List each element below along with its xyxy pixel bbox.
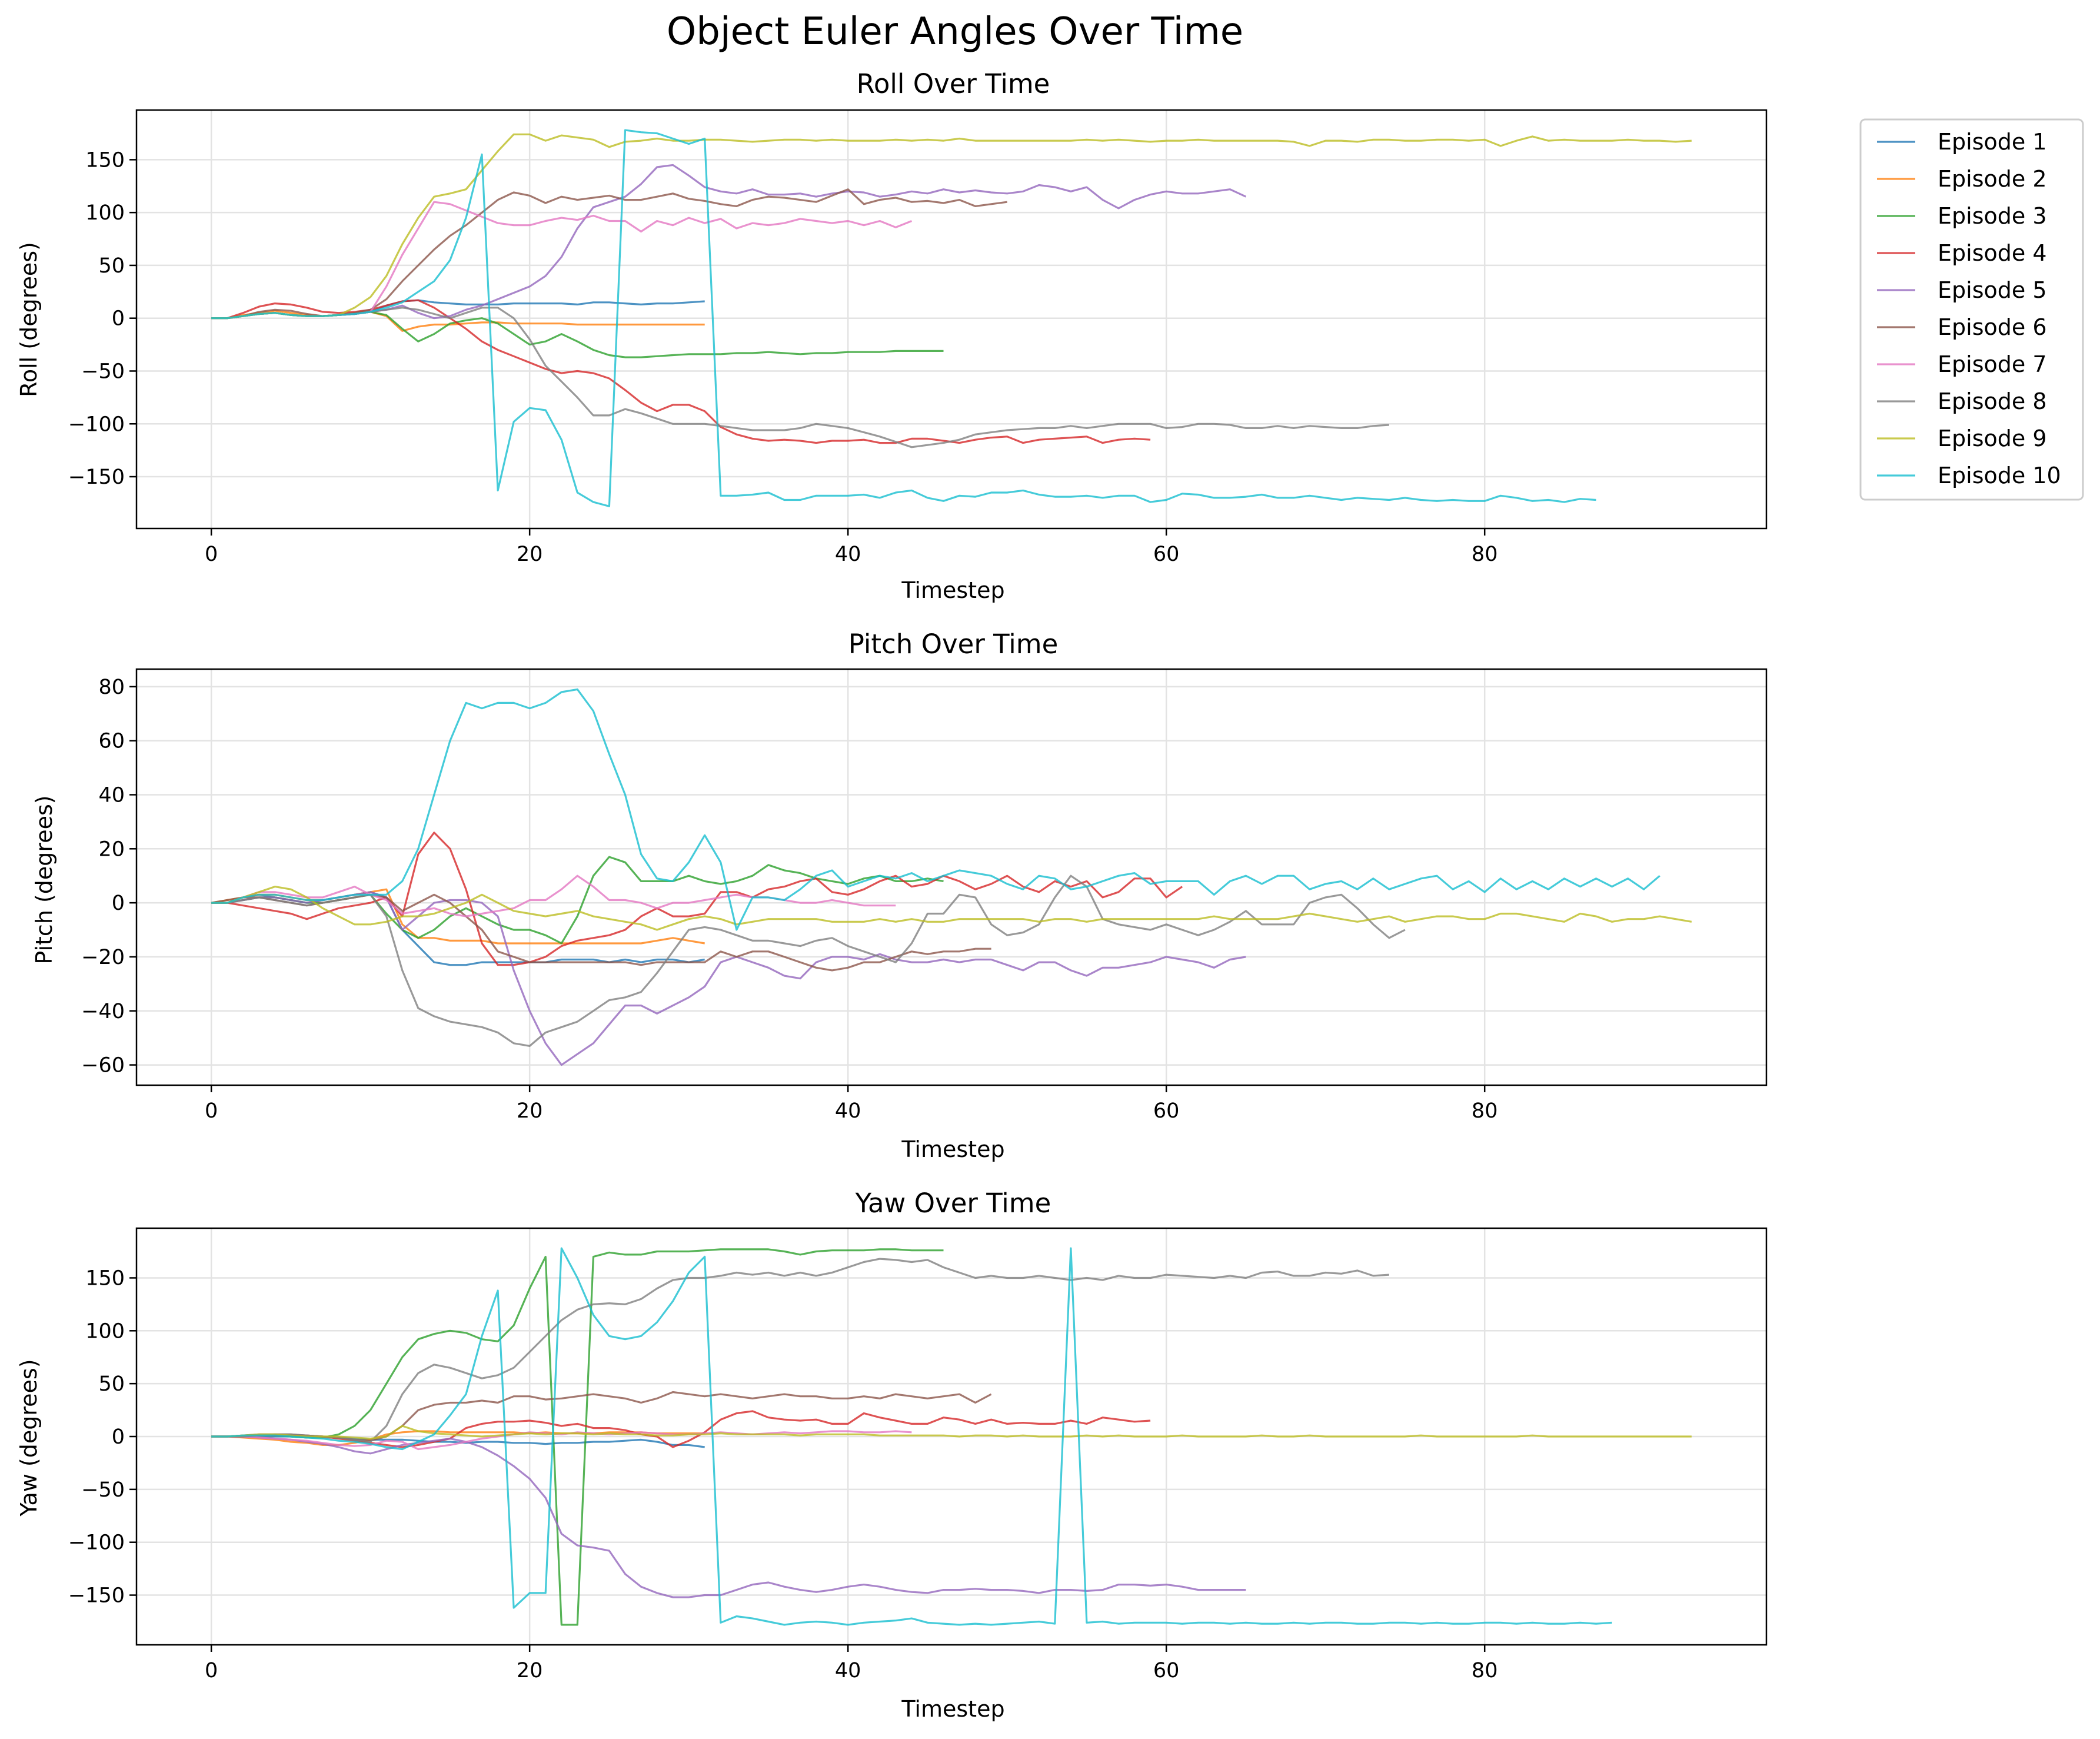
roll-x-tick-label: 20 bbox=[517, 543, 543, 566]
legend-label: Episode 1 bbox=[1938, 129, 2047, 155]
legend: Episode 1 Episode 2 Episode 3 Episode 4 Epis… bbox=[1859, 118, 2084, 501]
pitch-y-tick-label: 80 bbox=[98, 676, 125, 699]
roll-series-episode-8 bbox=[211, 307, 1390, 448]
yaw-series-episode-10 bbox=[211, 1247, 1612, 1626]
pitch-y-tick-label: 20 bbox=[98, 837, 125, 861]
pitch-x-tick-label: 0 bbox=[205, 1099, 218, 1123]
legend-label: Episode 4 bbox=[1938, 240, 2047, 266]
roll-y-tick-label: 100 bbox=[85, 201, 125, 225]
legend-label: Episode 7 bbox=[1938, 351, 2047, 377]
roll-x-tick-label: 0 bbox=[205, 543, 218, 566]
pitch-series-episode-8 bbox=[211, 875, 1406, 1048]
pitch-subplot: Pitch Over Time Timestep Pitch (degrees)… bbox=[31, 629, 1768, 1162]
roll-y-tick-label: 0 bbox=[112, 307, 125, 331]
yaw-x-tick-label: 20 bbox=[517, 1659, 543, 1683]
pitch-x-tick-label: 60 bbox=[1153, 1099, 1180, 1123]
roll-x-tick-label: 60 bbox=[1153, 543, 1180, 566]
pitch-y-axis-label: Pitch (degrees) bbox=[31, 795, 57, 964]
roll-y-tick-label: 150 bbox=[85, 148, 125, 172]
roll-y-tick-label: 50 bbox=[98, 254, 125, 278]
roll-x-tick-label: 40 bbox=[835, 543, 861, 566]
legend-label: Episode 10 bbox=[1938, 463, 2061, 488]
yaw-y-tick-label: 150 bbox=[85, 1266, 125, 1290]
roll-subplot: Roll Over Time Timestep Roll (degrees) 0… bbox=[16, 68, 1768, 603]
yaw-series-episode-5 bbox=[211, 1435, 1246, 1598]
legend-frame bbox=[1859, 118, 2084, 501]
pitch-series-episode-10 bbox=[211, 688, 1660, 931]
yaw-series-episode-7 bbox=[211, 1430, 912, 1451]
figure-title: Object Euler Angles Over Time bbox=[667, 10, 1243, 54]
yaw-y-tick-label: −50 bbox=[81, 1478, 125, 1502]
pitch-x-axis-label: Timestep bbox=[901, 1136, 1004, 1162]
yaw-series-episode-8 bbox=[211, 1258, 1390, 1443]
yaw-y-axis-label: Yaw (degrees) bbox=[16, 1359, 42, 1517]
legend-label: Episode 9 bbox=[1938, 425, 2047, 451]
roll-y-tick-label: −150 bbox=[68, 465, 125, 489]
pitch-subplot-title: Pitch Over Time bbox=[848, 629, 1059, 660]
legend-label: Episode 2 bbox=[1938, 166, 2047, 192]
yaw-x-tick-label: 60 bbox=[1153, 1659, 1180, 1683]
legend-label: Episode 8 bbox=[1938, 388, 2047, 414]
pitch-y-tick-label: 40 bbox=[98, 783, 125, 807]
yaw-x-tick-label: 40 bbox=[835, 1659, 861, 1683]
yaw-subplot-title: Yaw Over Time bbox=[855, 1188, 1051, 1219]
yaw-series-episode-4 bbox=[211, 1410, 1151, 1448]
yaw-y-tick-label: 100 bbox=[85, 1319, 125, 1343]
roll-y-axis-label: Roll (degrees) bbox=[16, 242, 42, 397]
roll-series-episode-9 bbox=[211, 133, 1692, 320]
yaw-subplot: Yaw Over Time Timestep Yaw (degrees) 0 20… bbox=[16, 1188, 1768, 1722]
pitch-y-tick-label: −20 bbox=[81, 946, 125, 969]
legend-label: Episode 5 bbox=[1938, 277, 2047, 303]
yaw-y-tick-label: 0 bbox=[112, 1425, 125, 1449]
roll-y-tick-label: −50 bbox=[81, 360, 125, 383]
roll-series-episode-10 bbox=[211, 129, 1596, 507]
pitch-x-tick-label: 20 bbox=[517, 1099, 543, 1123]
roll-y-tick-label: −100 bbox=[68, 413, 125, 436]
roll-subplot-title: Roll Over Time bbox=[857, 68, 1050, 99]
pitch-x-tick-label: 80 bbox=[1472, 1099, 1498, 1123]
yaw-x-axis-label: Timestep bbox=[901, 1696, 1004, 1722]
pitch-y-tick-label: −60 bbox=[81, 1054, 125, 1078]
pitch-series-episode-4 bbox=[211, 832, 1183, 966]
yaw-y-tick-label: 50 bbox=[98, 1372, 125, 1396]
pitch-y-tick-label: −40 bbox=[81, 1000, 125, 1023]
yaw-series-episode-3 bbox=[211, 1248, 944, 1626]
roll-x-tick-label: 80 bbox=[1472, 543, 1498, 566]
legend-label: Episode 3 bbox=[1938, 203, 2047, 229]
yaw-y-tick-label: −150 bbox=[68, 1584, 125, 1608]
roll-plot-frame bbox=[135, 109, 1768, 530]
pitch-x-tick-label: 40 bbox=[835, 1099, 861, 1123]
pitch-plot-frame bbox=[135, 668, 1768, 1086]
pitch-y-tick-label: 60 bbox=[98, 730, 125, 753]
yaw-x-tick-label: 0 bbox=[205, 1659, 218, 1683]
yaw-series-episode-9 bbox=[211, 1425, 1692, 1440]
pitch-series-episode-9 bbox=[211, 885, 1692, 931]
roll-x-axis-label: Timestep bbox=[901, 577, 1004, 603]
legend-label: Episode 6 bbox=[1938, 314, 2047, 340]
yaw-x-tick-label: 80 bbox=[1472, 1659, 1498, 1683]
yaw-y-tick-label: −100 bbox=[68, 1531, 125, 1555]
pitch-y-tick-label: 0 bbox=[112, 892, 125, 915]
